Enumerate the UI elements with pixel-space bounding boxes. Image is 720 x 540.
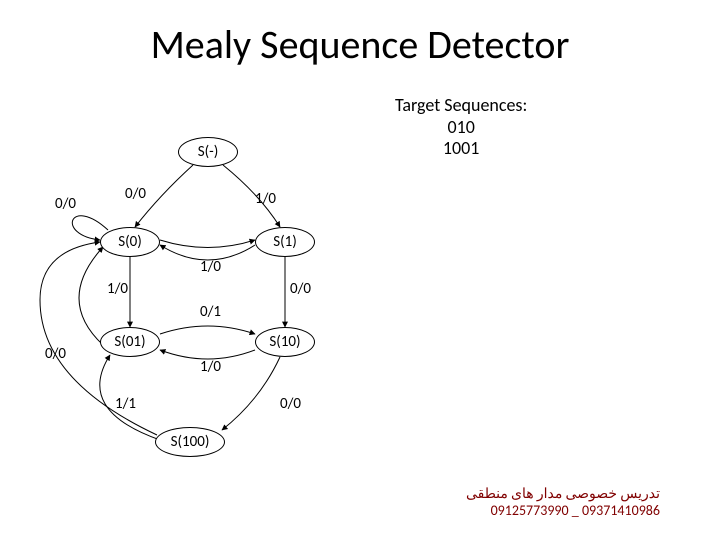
node-s01: S(01) [100,327,160,357]
node-s10: S(10) [255,327,315,357]
footer-line1: تدریس خصوصی مدار های منطقی [466,486,660,503]
edge-sminus-s1: 1/0 [255,190,276,208]
node-s1: S(1) [255,227,315,257]
edge-s01-s10-t: 0/1 [200,303,221,321]
edge-s01-s10-b: 1/0 [200,358,221,376]
footer-credit: تدریس خصوصی مدار های منطقی 09371410986 _… [466,486,660,520]
edge-s0-s01: 1/0 [107,280,128,298]
edge-00-right: 0/0 [280,395,301,413]
state-diagram-edges [0,0,720,540]
node-s100: S(100) [155,427,225,457]
node-s0: S(0) [100,227,160,257]
edge-s01-s0: 0/0 [45,345,66,363]
footer-line2: 09371410986 _ 09125773990 [466,503,660,520]
node-s-minus: S(-) [178,137,238,167]
edge-s1-s10: 0/0 [290,280,311,298]
edge-11: 1/1 [115,395,136,413]
edge-s0-self: 0/0 [55,195,76,213]
edge-sminus-s0: 0/0 [125,185,146,203]
edge-s0s1-mid: 1/0 [200,258,221,276]
